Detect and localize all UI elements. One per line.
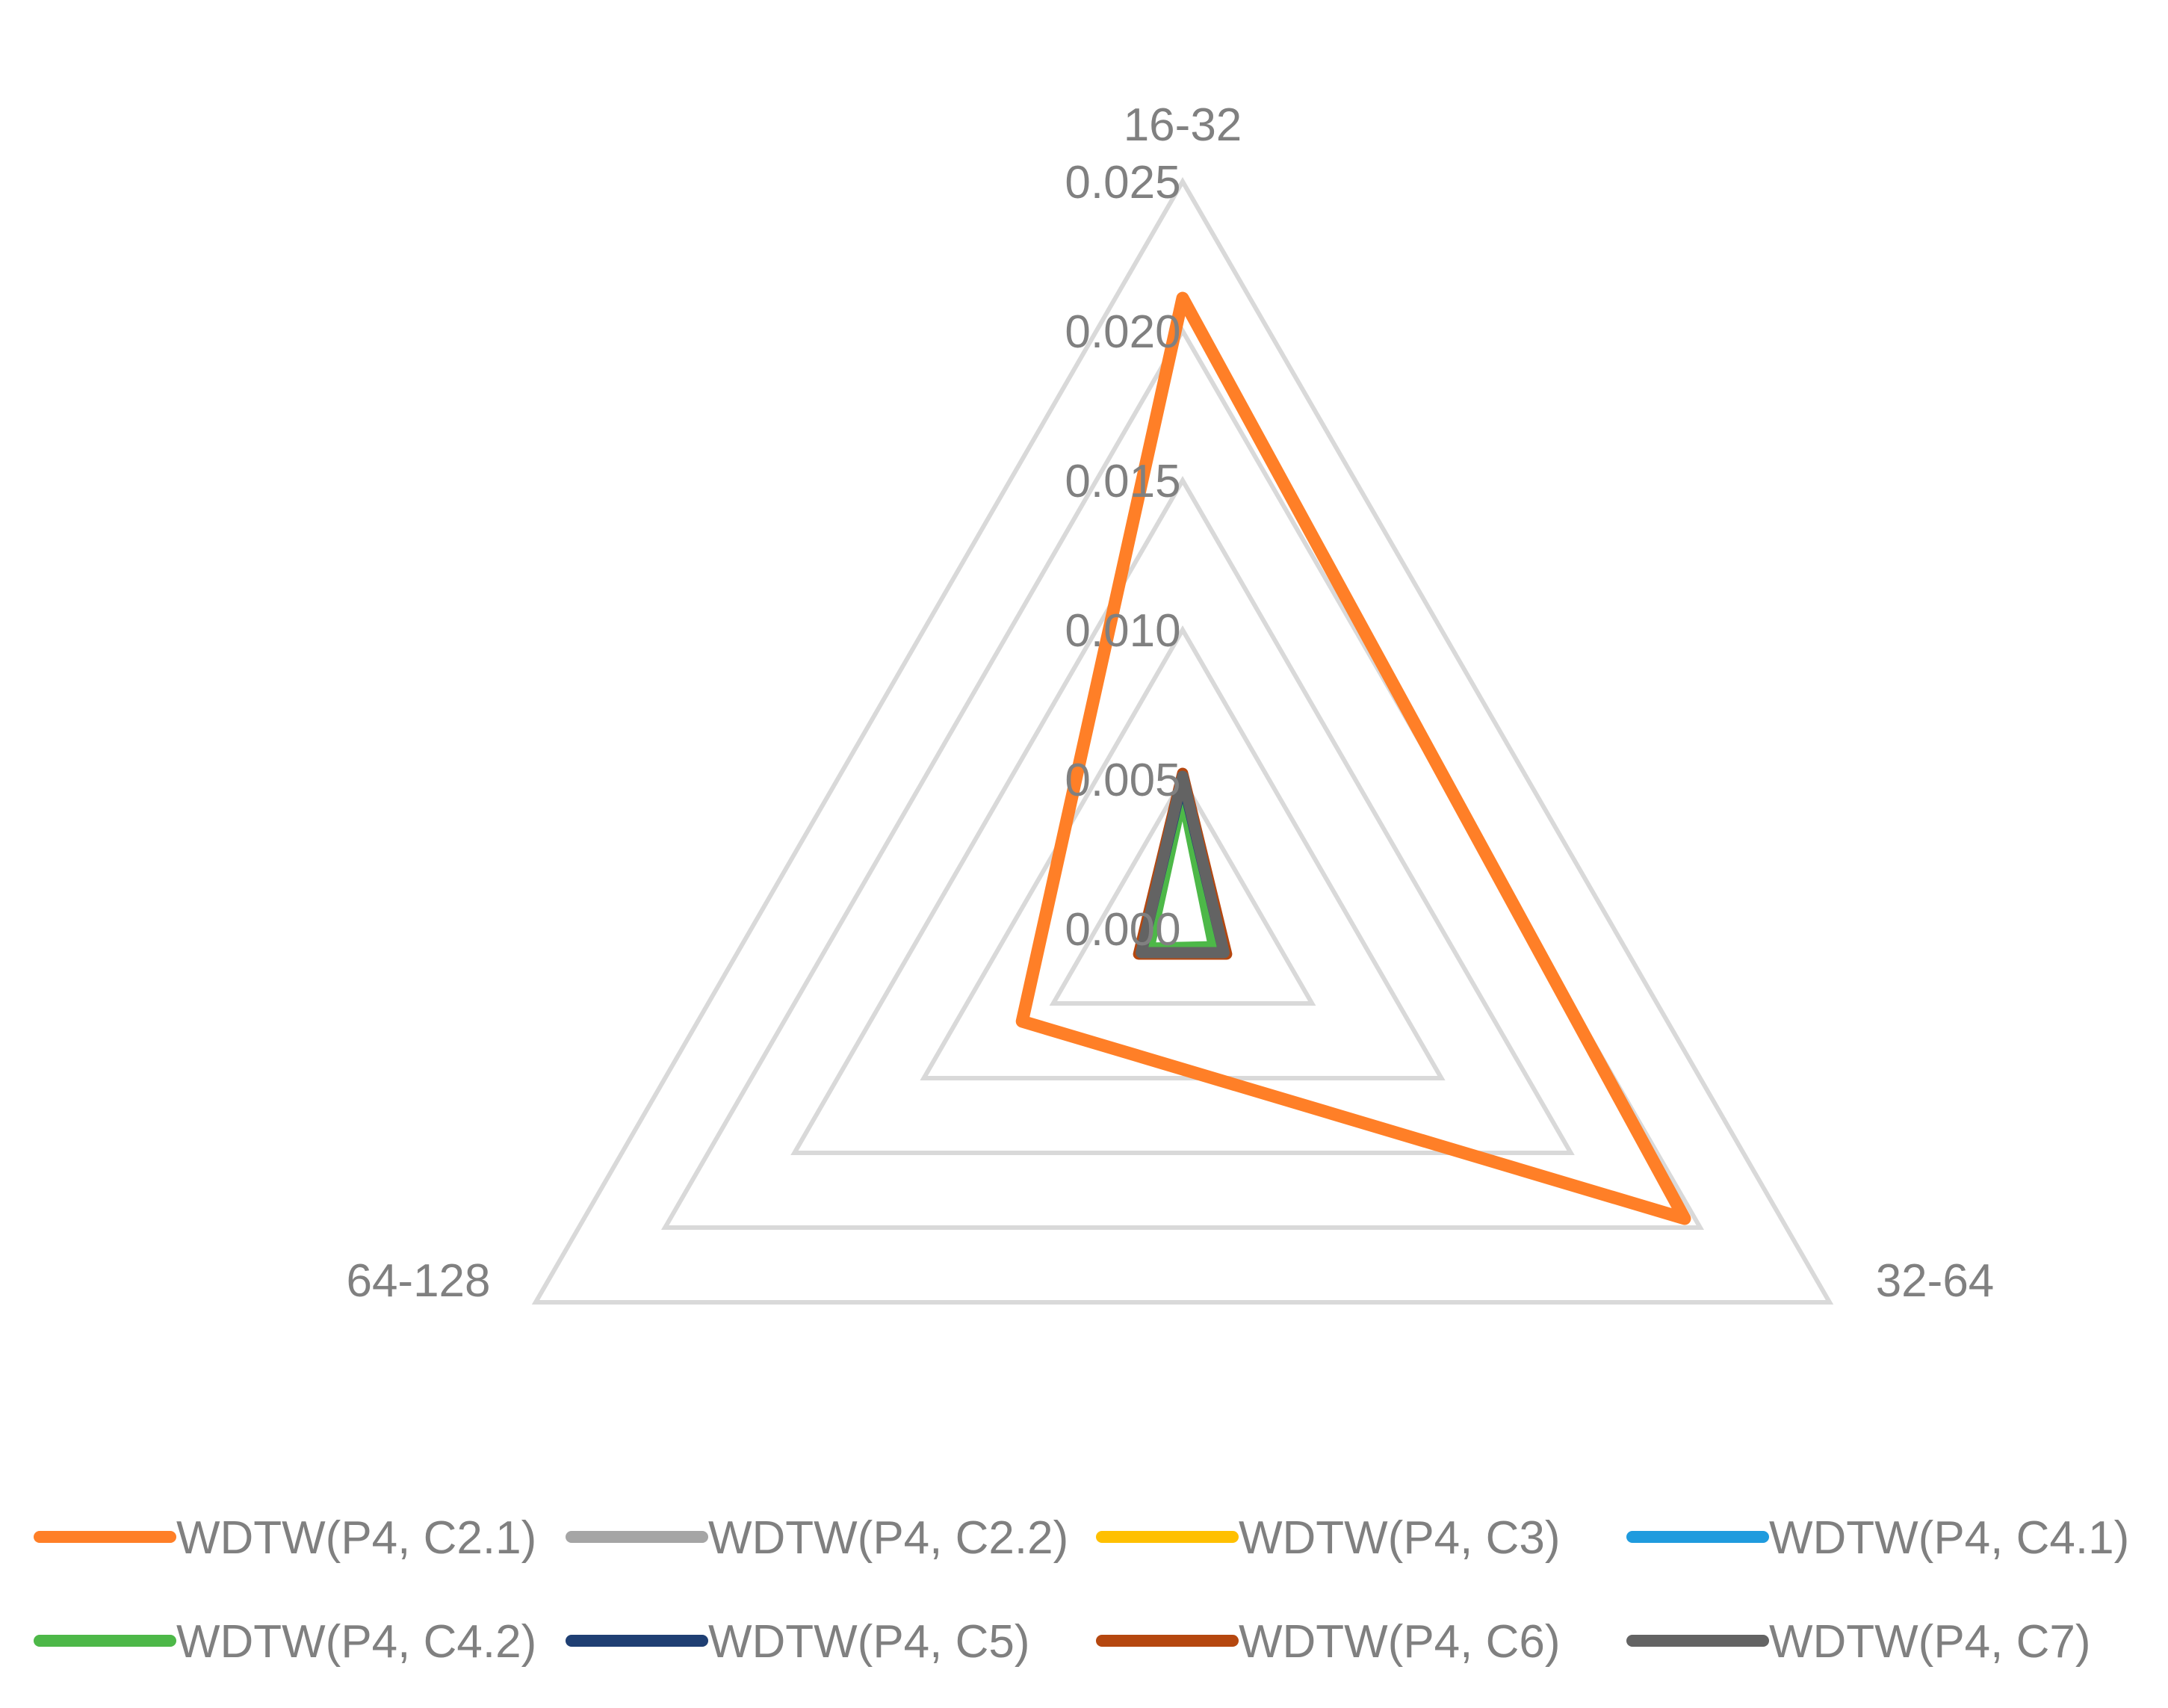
legend-label: WDTW(P4, C5) [708,1616,1030,1668]
legend-item: WDTW(P4, C4.2) [34,1616,536,1668]
legend-label: WDTW(P4, C3) [1239,1512,1561,1564]
series-line-1 [1015,291,1691,1225]
tick-label: 0.025 [1065,157,1180,208]
legend-label: WDTW(P4, C4.1) [1769,1512,2129,1564]
axis-label-32-64: 32-64 [1876,1255,1995,1307]
legend-label: WDTW(P4, C6) [1239,1616,1561,1668]
tick-label: 0.000 [1065,904,1180,956]
grid-ring-1 [1049,774,1316,1006]
radial-axis-ticks: 0.000 0.005 0.010 0.015 0.020 0.025 [1065,157,1180,956]
series-line-8 [1136,770,1230,959]
legend-label: WDTW(P4, C2.2) [708,1512,1068,1564]
legend-label: WDTW(P4, C7) [1769,1616,2091,1668]
radar-series [1015,291,1691,1225]
legend-item: WDTW(P4, C6) [1096,1616,1561,1668]
legend-item: WDTW(P4, C3) [1096,1512,1561,1564]
grid-ring-5 [531,176,1834,1305]
tick-label: 0.005 [1065,755,1180,806]
grid-ring-2 [920,625,1446,1080]
tick-label: 0.020 [1065,306,1180,358]
grid-ring-3 [790,475,1575,1155]
legend-item: WDTW(P4, C2.2) [566,1512,1068,1564]
axis-label-16-32: 16-32 [1124,99,1242,151]
legend-item: WDTW(P4, C7) [1626,1616,2091,1668]
legend: WDTW(P4, C2.1) WDTW(P4, C2.2) WDTW(P4, C3)… [34,1512,2129,1668]
axis-label-64-128: 64-128 [346,1255,490,1307]
legend-item: WDTW(P4, C4.1) [1626,1512,2129,1564]
tick-label: 0.010 [1065,605,1180,657]
legend-item: WDTW(P4, C5) [566,1616,1030,1668]
legend-label: WDTW(P4, C4.2) [176,1616,536,1668]
category-axis-labels: 16-32 32-64 64-128 [346,99,1994,1307]
tick-label: 0.015 [1065,456,1180,507]
legend-item: WDTW(P4, C2.1) [34,1512,536,1564]
legend-label: WDTW(P4, C2.1) [176,1512,536,1564]
